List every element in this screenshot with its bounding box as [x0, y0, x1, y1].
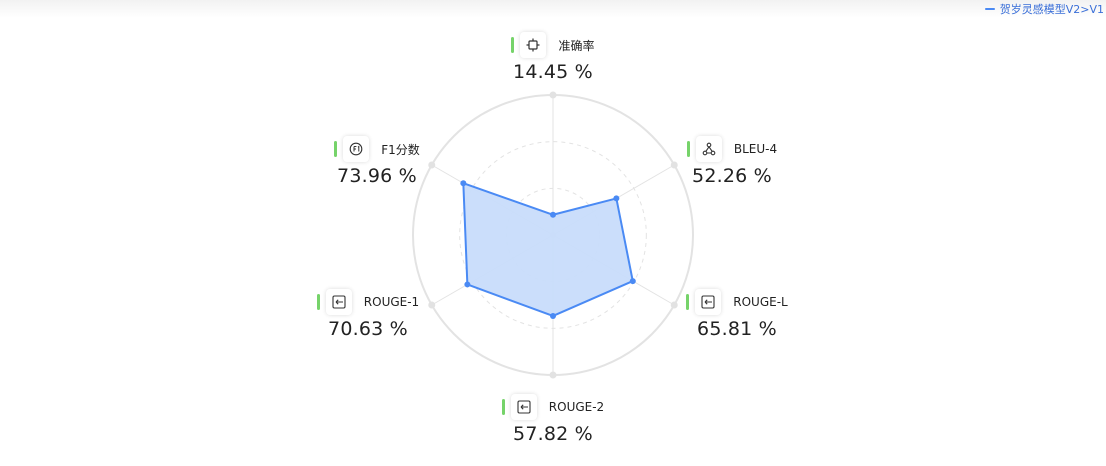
metric-accent [686, 141, 690, 157]
radar-data-point [550, 312, 556, 319]
radar-data-point [629, 278, 636, 285]
radar-data-point [550, 211, 556, 218]
metric-label: ROUGE-2 [548, 400, 605, 414]
metric-rouge-1: ROUGE-1 70.63 % [288, 288, 448, 340]
metric-rouge-2: ROUGE-2 57.82 % [473, 393, 633, 445]
metric-value: 57.82 % [513, 423, 593, 445]
metric-value: 70.63 % [328, 318, 408, 340]
network-icon [695, 136, 722, 162]
radar-axis-endpoint [670, 301, 678, 309]
metric-accent [501, 399, 505, 415]
radar-series-area [462, 182, 634, 317]
radar-data-point [464, 281, 471, 288]
metric-value: 65.81 % [697, 318, 777, 340]
metric-bleu4: BLEU-4 52.26 % [652, 135, 812, 187]
metric-label: BLEU-4 [733, 142, 778, 156]
arrow-box-icon [695, 289, 722, 315]
metric-rouge-l: ROUGE-L 65.81 % [657, 288, 817, 340]
metric-value: 14.45 % [513, 61, 593, 83]
radar-data-point [613, 195, 620, 202]
radar-axis-endpoint [549, 91, 557, 99]
metric-f1: F1分数 73.96 % [297, 135, 457, 187]
metric-accent [511, 37, 515, 53]
metric-label: ROUGE-L [733, 295, 788, 309]
metric-label: ROUGE-1 [363, 295, 420, 309]
metric-value: 52.26 % [692, 165, 772, 187]
radar-axis-endpoint [670, 161, 678, 169]
legend[interactable]: 贺岁灵感模型V2>V1 [984, 1, 1104, 17]
metric-label: 准确率 [558, 38, 595, 53]
legend-series-label: 贺岁灵感模型V2>V1 [999, 3, 1104, 16]
radar-axis-endpoint [428, 161, 436, 169]
metric-accent [686, 294, 690, 310]
radar-series [460, 180, 636, 319]
metric-accent [316, 294, 320, 310]
legend-swatch [984, 8, 995, 10]
metric-accent [334, 141, 338, 157]
arrow-box-icon [325, 289, 352, 315]
target-icon [520, 32, 547, 58]
radar-data-point [460, 180, 467, 187]
arrow-box-icon [510, 394, 537, 420]
metric-accuracy: 准确率 14.45 % [473, 31, 633, 83]
f1-circle-icon [343, 136, 370, 162]
radar-axis-endpoint [549, 371, 557, 379]
metric-value: 73.96 % [337, 165, 417, 187]
chart-toolbar [0, 0, 1106, 18]
metric-label: F1分数 [381, 142, 420, 157]
radar-axis-endpoint [428, 301, 436, 309]
